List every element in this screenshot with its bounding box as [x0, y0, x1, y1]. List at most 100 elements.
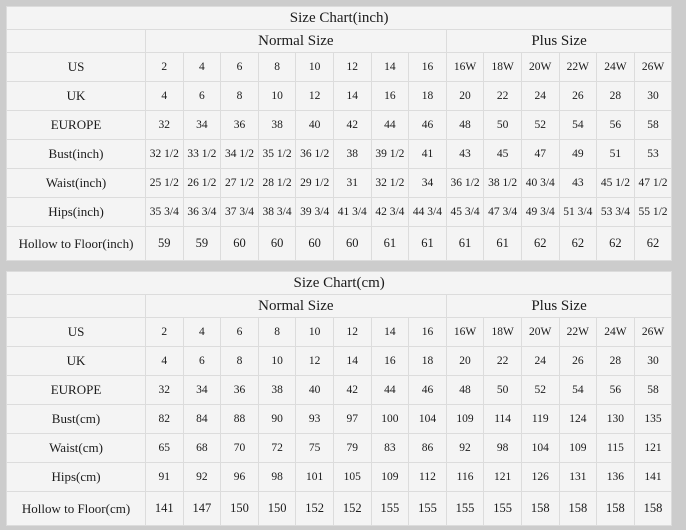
row-label: US: [6, 52, 146, 82]
measurement-cell: 32 1/2: [145, 139, 184, 169]
measurement-cell: 18W: [483, 317, 522, 347]
measurement-cell: 26W: [633, 52, 673, 82]
measurement-cell: 27 1/2: [220, 168, 259, 198]
measurement-cell: 50: [483, 375, 522, 405]
measurement-cell: 37 3/4: [220, 197, 259, 227]
measurement-cell: 8: [257, 317, 297, 347]
measurement-cell: 114: [483, 404, 522, 434]
table-row: UK 4 6 8 10 12 14 16 18 20 22 24 26 28 30: [6, 81, 673, 111]
measurement-cell: 4: [145, 346, 184, 376]
row-label: Waist(inch): [6, 168, 146, 198]
row-label: EUROPE: [6, 110, 146, 140]
measurement-cell: 51: [596, 139, 635, 169]
measurement-cell: 24W: [596, 317, 635, 347]
measurement-cell: 36 1/2: [295, 139, 334, 169]
measurement-cell: 26: [558, 346, 598, 376]
table-row: EUROPE 32 34 36 38 40 42 44 46 48 50 52 54 56 58: [6, 110, 673, 140]
measurement-cell: 8: [220, 81, 259, 111]
group-header: Plus Size: [445, 294, 673, 318]
measurement-cell: 10: [295, 317, 334, 347]
measurement-cell: 16W: [445, 317, 485, 347]
measurement-cell: 158: [633, 491, 673, 526]
measurement-cell: 29 1/2: [295, 168, 334, 198]
measurement-cell: 38 1/2: [483, 168, 522, 198]
measurement-cell: 47 3/4: [483, 197, 522, 227]
measurement-cell: 61: [445, 226, 485, 261]
measurement-cell: 34: [182, 375, 222, 405]
row-label: Waist(cm): [6, 433, 146, 463]
measurement-cell: 105: [332, 462, 372, 492]
measurement-cell: 49: [558, 139, 598, 169]
measurement-cell: 54: [558, 110, 598, 140]
measurement-cell: 32: [145, 110, 184, 140]
measurement-cell: 4: [182, 52, 222, 82]
measurement-cell: 43: [445, 139, 485, 169]
measurement-cell: 98: [483, 433, 522, 463]
measurement-cell: 24: [520, 346, 560, 376]
measurement-cell: 60: [295, 226, 334, 261]
measurement-cell: 109: [558, 433, 598, 463]
measurement-cell: 158: [520, 491, 560, 526]
measurement-cell: 92: [182, 462, 222, 492]
measurement-cell: 88: [220, 404, 259, 434]
measurement-cell: 150: [220, 491, 259, 526]
measurement-cell: 14: [332, 346, 372, 376]
measurement-cell: 75: [295, 433, 334, 463]
measurement-cell: 56: [596, 110, 635, 140]
row-label: Bust(inch): [6, 139, 146, 169]
corner-cell: [6, 29, 146, 53]
measurement-cell: 36 3/4: [182, 197, 222, 227]
measurement-cell: 33 1/2: [182, 139, 222, 169]
measurement-cell: 14: [370, 52, 410, 82]
measurement-cell: 20W: [520, 52, 560, 82]
chart-title: Size Chart(inch): [5, 6, 673, 30]
measurement-cell: 124: [558, 404, 598, 434]
measurement-cell: 4: [182, 317, 222, 347]
measurement-cell: 38: [257, 375, 297, 405]
row-label: Hips(cm): [6, 462, 146, 492]
table-row: Bust(cm) 82 84 88 90 93 97 100 104 109 114 119 124 13…: [6, 404, 673, 434]
measurement-cell: 2: [145, 52, 184, 82]
measurement-cell: 150: [257, 491, 297, 526]
group-header: Normal Size: [145, 29, 447, 53]
measurement-cell: 10: [257, 346, 297, 376]
table-row: Bust(inch) 32 1/2 33 1/2 34 1/2 35 1/2 36 1/2…: [6, 139, 673, 169]
measurement-cell: 100: [370, 404, 410, 434]
measurement-cell: 92: [445, 433, 485, 463]
measurement-cell: 59: [145, 226, 184, 261]
inch-table: Size Chart(inch) Normal Size Plus Size US 2 4…: [5, 6, 673, 261]
measurement-cell: 32: [145, 375, 184, 405]
measurement-cell: 104: [520, 433, 560, 463]
measurement-cell: 126: [520, 462, 560, 492]
measurement-cell: 35 1/2: [257, 139, 297, 169]
measurement-cell: 12: [295, 346, 334, 376]
measurement-cell: 22: [483, 346, 522, 376]
measurement-cell: 155: [483, 491, 522, 526]
measurement-cell: 28: [596, 81, 635, 111]
group-header-row: Normal Size Plus Size: [6, 29, 673, 53]
measurement-cell: 52: [520, 110, 560, 140]
measurement-cell: 152: [332, 491, 372, 526]
title-row: Size Chart(cm): [5, 271, 673, 295]
measurement-cell: 147: [182, 491, 222, 526]
measurement-cell: 16: [408, 317, 447, 347]
measurement-cell: 79: [332, 433, 372, 463]
measurement-cell: 86: [408, 433, 447, 463]
measurement-cell: 61: [483, 226, 522, 261]
measurement-cell: 41: [408, 139, 447, 169]
measurement-cell: 83: [370, 433, 410, 463]
measurement-cell: 18: [408, 81, 447, 111]
measurement-cell: 101: [295, 462, 334, 492]
measurement-cell: 109: [370, 462, 410, 492]
row-label: EUROPE: [6, 375, 146, 405]
table-row: US 2 4 6 8 10 12 14 16 16W 18W 20W 22W 24W 26W: [6, 52, 673, 82]
measurement-cell: 32 1/2: [370, 168, 410, 198]
measurement-cell: 22: [483, 81, 522, 111]
measurement-cell: 45: [483, 139, 522, 169]
measurement-cell: 39 3/4: [295, 197, 334, 227]
measurement-cell: 141: [145, 491, 184, 526]
measurement-cell: 55 1/2: [633, 197, 673, 227]
corner-cell: [6, 294, 146, 318]
chart-title: Size Chart(cm): [5, 271, 673, 295]
